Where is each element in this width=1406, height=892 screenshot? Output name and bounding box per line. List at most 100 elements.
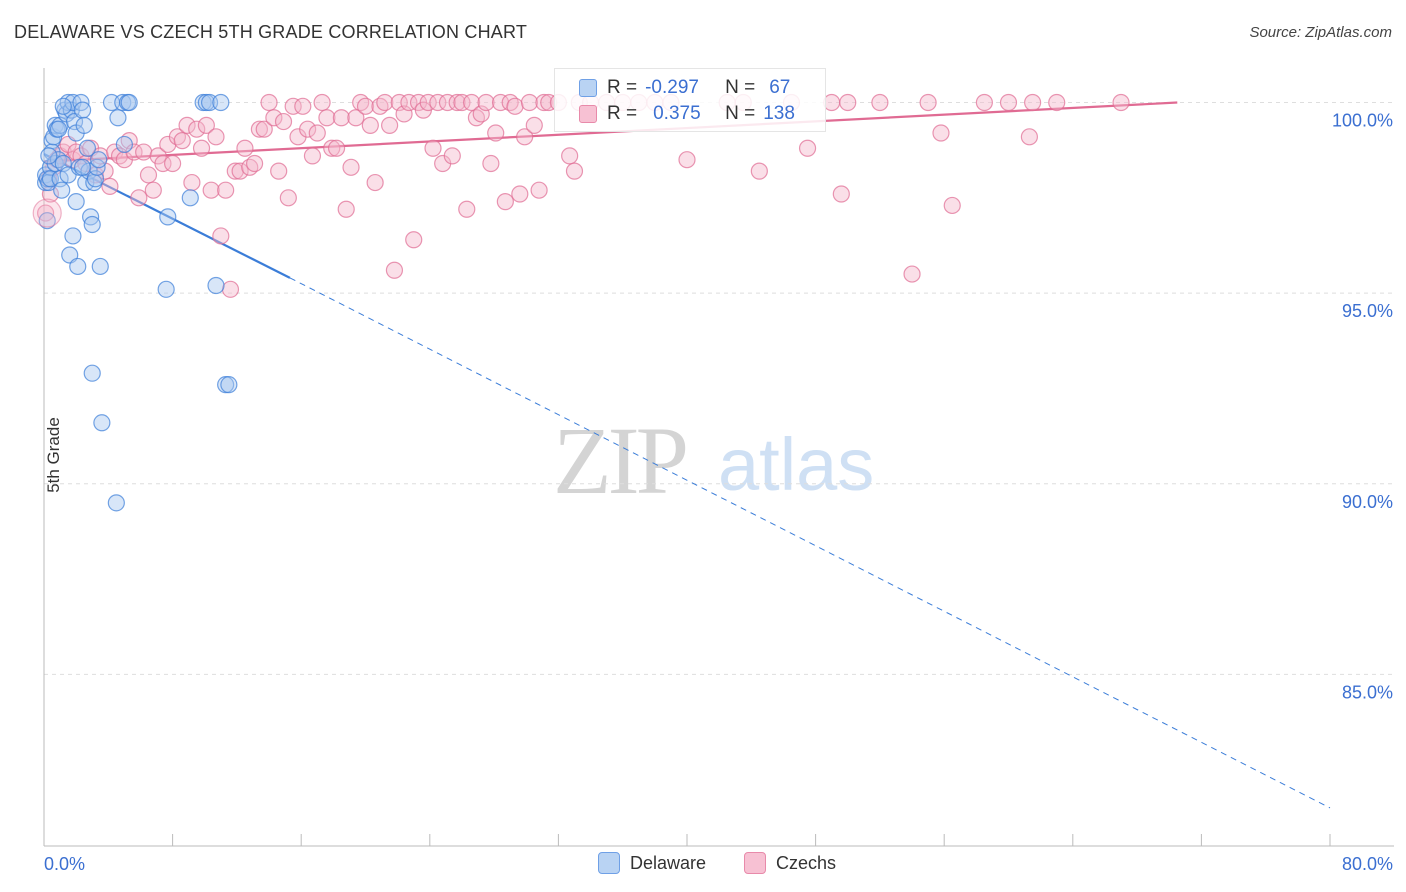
point-delaware xyxy=(69,257,87,276)
point-czechs xyxy=(130,189,148,207)
point-czechs xyxy=(135,143,153,161)
point-czechs xyxy=(366,173,384,192)
point-czechs xyxy=(303,147,322,165)
point-czechs xyxy=(453,93,471,112)
y-tick-label: 90.0% xyxy=(1342,492,1393,512)
point-czechs xyxy=(506,97,524,115)
point-czechs xyxy=(943,196,961,215)
point-delaware xyxy=(73,158,92,176)
y-tick-label: 85.0% xyxy=(1342,682,1393,702)
point-czechs xyxy=(294,97,312,115)
point-delaware xyxy=(83,215,101,234)
point-czechs xyxy=(405,231,423,249)
trend-line-delaware-extension xyxy=(289,277,1331,809)
point-czechs xyxy=(270,162,288,180)
point-czechs xyxy=(32,198,62,228)
point-czechs xyxy=(750,162,768,180)
point-delaware xyxy=(159,208,177,226)
point-czechs xyxy=(525,116,543,134)
trend-lines xyxy=(43,101,1331,809)
point-czechs xyxy=(250,120,269,138)
point-czechs xyxy=(154,154,172,173)
point-delaware xyxy=(207,276,225,295)
point-delaware xyxy=(157,280,175,298)
legend-n-label: N = xyxy=(725,77,756,98)
point-czechs xyxy=(139,166,158,184)
point-czechs xyxy=(975,93,993,112)
point-czechs xyxy=(332,109,350,127)
point-czechs xyxy=(361,116,379,134)
legend-n-value: 138 xyxy=(763,103,795,124)
point-czechs xyxy=(561,147,579,165)
legend-label-czechs: Czechs xyxy=(776,852,837,873)
point-czechs xyxy=(164,154,182,173)
point-czechs xyxy=(903,265,921,283)
point-czechs xyxy=(1020,128,1038,146)
point-czechs xyxy=(429,93,447,112)
point-czechs xyxy=(530,181,548,199)
legend-r-value: 0.375 xyxy=(653,103,701,124)
point-czechs xyxy=(511,185,529,203)
point-delaware xyxy=(67,193,85,211)
point-czechs xyxy=(144,181,162,199)
point-czechs xyxy=(178,116,196,134)
point-czechs xyxy=(832,185,850,203)
point-czechs xyxy=(202,181,220,199)
point-czechs xyxy=(217,181,235,199)
point-czechs xyxy=(400,93,418,112)
watermark-zip: ZIP xyxy=(553,407,689,514)
legend-swatch-czechs xyxy=(579,105,597,123)
point-czechs xyxy=(342,158,360,176)
point-czechs xyxy=(823,93,841,112)
point-delaware xyxy=(114,93,132,112)
point-delaware xyxy=(41,170,60,188)
point-czechs xyxy=(308,124,326,142)
point-czechs xyxy=(443,147,461,165)
x-tick-label: 80.0% xyxy=(1342,854,1393,874)
point-delaware xyxy=(75,116,93,134)
point-czechs xyxy=(318,109,336,127)
point-delaware xyxy=(220,376,238,394)
point-delaware xyxy=(78,139,97,157)
point-czechs xyxy=(376,93,394,112)
point-czechs xyxy=(1112,93,1130,112)
point-czechs xyxy=(999,93,1018,112)
point-czechs xyxy=(207,128,225,146)
point-czechs xyxy=(458,200,476,218)
point-czechs xyxy=(487,124,505,142)
point-czechs xyxy=(438,93,457,112)
point-czechs xyxy=(231,162,249,180)
legend-item-delaware[interactable]: Delaware xyxy=(598,852,706,874)
legend-r-label: R = xyxy=(607,103,638,124)
point-delaware xyxy=(181,189,199,207)
point-delaware xyxy=(93,414,111,432)
legend-label-delaware: Delaware xyxy=(630,852,707,873)
legend-item-czechs[interactable]: Czechs xyxy=(744,852,836,874)
legend-row-delaware: R = -0.297 N = 67 xyxy=(579,75,790,101)
point-czechs xyxy=(1024,93,1042,112)
point-czechs xyxy=(839,93,857,112)
point-delaware xyxy=(109,109,127,127)
point-czechs xyxy=(496,193,514,211)
data-points xyxy=(32,93,1130,512)
point-czechs xyxy=(385,261,404,279)
point-czechs xyxy=(477,93,495,112)
point-czechs xyxy=(565,162,584,180)
point-czechs xyxy=(101,177,119,195)
point-czechs xyxy=(265,109,283,127)
trend-line-czechs xyxy=(43,101,1178,163)
point-czechs xyxy=(337,200,355,218)
y-tick-label: 100.0% xyxy=(1332,111,1393,131)
chart-title: DELAWARE VS CZECH 5TH GRADE CORRELATION … xyxy=(14,22,528,42)
point-czechs xyxy=(1048,93,1066,112)
series-legend: Delaware Czechs xyxy=(0,852,1406,876)
legend-n-label: N = xyxy=(725,103,756,124)
axes xyxy=(43,68,1394,847)
point-czechs xyxy=(188,120,206,138)
point-czechs xyxy=(323,139,341,157)
point-czechs xyxy=(279,189,297,207)
legend-r-value: -0.297 xyxy=(645,77,699,98)
point-delaware xyxy=(54,97,72,115)
point-czechs xyxy=(678,151,696,169)
point-czechs xyxy=(313,93,331,112)
